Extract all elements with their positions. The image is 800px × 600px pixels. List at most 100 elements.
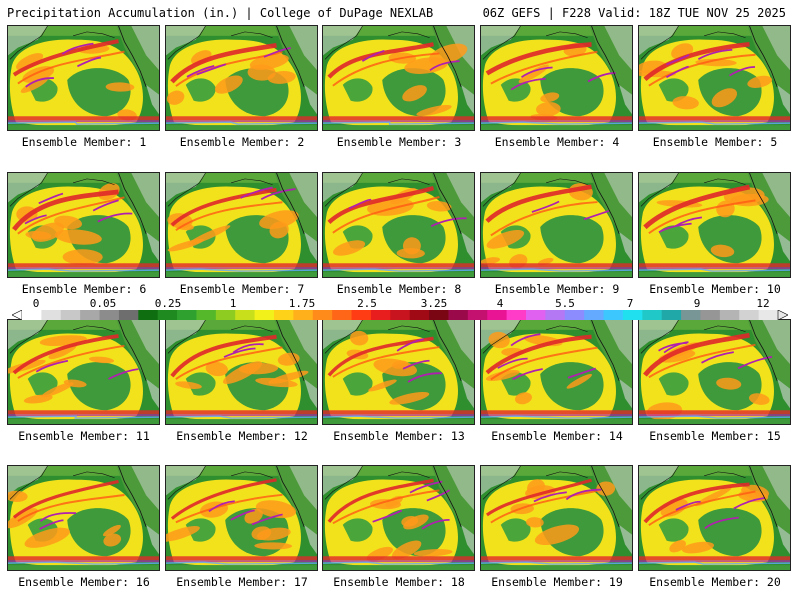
color-legend	[12, 310, 788, 320]
ensemble-panel-8	[322, 172, 475, 278]
ensemble-panel-4	[480, 25, 633, 131]
legend-color-swatch	[719, 310, 740, 320]
precip-map-8	[323, 173, 474, 277]
legend-color-swatch	[390, 310, 411, 320]
precip-map-7	[166, 173, 317, 277]
precip-map-13	[323, 320, 474, 424]
legend-value: 2.5	[357, 297, 377, 310]
precip-map-12	[166, 320, 317, 424]
legend-color-swatch	[22, 310, 42, 320]
legend-color-swatch	[526, 310, 546, 320]
ensemble-member-label: Ensemble Member: 13	[333, 429, 465, 443]
precip-map-1	[8, 26, 159, 130]
ensemble-panel-9	[480, 172, 633, 278]
ensemble-member-label: Ensemble Member: 4	[494, 135, 620, 149]
run-valid-info: 06Z GEFS | F228 Valid: 18Z TUE NOV 25 20…	[482, 6, 786, 20]
ensemble-member-label: Ensemble Member: 5	[652, 135, 778, 149]
ensemble-member-label: Ensemble Member: 10	[649, 282, 781, 296]
precip-map-4	[481, 26, 632, 130]
ensemble-member-label: Ensemble Member: 18	[333, 575, 465, 589]
precip-map-17	[166, 466, 317, 570]
legend-color-swatch	[118, 310, 139, 320]
ensemble-panel-3	[322, 25, 475, 131]
legend-color-swatch	[235, 310, 256, 320]
legend-value: 1	[229, 297, 237, 310]
ensemble-member-label: Ensemble Member: 17	[176, 575, 308, 589]
legend-color-swatch	[370, 310, 391, 320]
legend-value: 3.25	[420, 297, 448, 310]
precip-map-9	[481, 173, 632, 277]
legend-color-swatch	[177, 310, 197, 320]
ensemble-member-label: Ensemble Member: 9	[494, 282, 620, 296]
legend-color-swatch	[332, 310, 353, 320]
legend-color-swatch	[60, 310, 81, 320]
legend-color-swatch	[429, 310, 449, 320]
legend-value: 0.25	[154, 297, 182, 310]
legend-color-swatch	[603, 310, 624, 320]
ensemble-member-label: Ensemble Member: 19	[491, 575, 623, 589]
legend-color-swatch	[487, 310, 508, 320]
precip-map-15	[639, 320, 790, 424]
ensemble-member-label: Ensemble Member: 12	[176, 429, 308, 443]
legend-value: 0	[32, 297, 40, 310]
legend-color-swatch	[312, 310, 333, 320]
legend-color-swatch	[564, 310, 585, 320]
precip-map-5	[639, 26, 790, 130]
legend-arrow-right	[777, 310, 788, 320]
ensemble-panel-17	[165, 465, 318, 571]
ensemble-member-label: Ensemble Member: 16	[18, 575, 150, 589]
ensemble-member-label: Ensemble Member: 6	[21, 282, 147, 296]
ensemble-member-label: Ensemble Member: 2	[179, 135, 305, 149]
precip-map-16	[8, 466, 159, 570]
legend-value: 12	[756, 297, 770, 310]
ensemble-member-label: Ensemble Member: 14	[491, 429, 623, 443]
precip-map-3	[323, 26, 474, 130]
precip-map-20	[639, 466, 790, 570]
legend-color-swatch	[409, 310, 430, 320]
legend-color-swatch	[700, 310, 721, 320]
legend-color-swatch	[739, 310, 760, 320]
legend-value-labels: 0 0.05 0.25 1 1.75 2.5 3.25 4 5.5 7 9 12	[0, 297, 800, 310]
legend-value: 9	[693, 297, 701, 310]
precip-map-2	[166, 26, 317, 130]
legend-color-swatch	[681, 310, 701, 320]
ensemble-panel-20	[638, 465, 791, 571]
legend-color-swatch	[215, 310, 236, 320]
precip-map-10	[639, 173, 790, 277]
ensemble-member-label: Ensemble Member: 20	[649, 575, 781, 589]
ensemble-panel-1	[7, 25, 160, 131]
precip-map-11	[8, 320, 159, 424]
legend-color-swatch	[99, 310, 120, 320]
ensemble-member-label: Ensemble Member: 1	[21, 135, 147, 149]
legend-color-swatch	[584, 310, 605, 320]
ensemble-panel-7	[165, 172, 318, 278]
legend-value: 1.75	[288, 297, 316, 310]
ensemble-member-label: Ensemble Member: 3	[336, 135, 462, 149]
precip-map-6	[8, 173, 159, 277]
legend-color-swatch	[758, 310, 779, 320]
legend-color-swatch	[467, 310, 488, 320]
legend-color-swatch	[138, 310, 159, 320]
ensemble-panel-15	[638, 319, 791, 425]
legend-color-swatch	[41, 310, 62, 320]
precip-map-14	[481, 320, 632, 424]
legend-color-swatch	[80, 310, 101, 320]
ensemble-panel-2	[165, 25, 318, 131]
ensemble-panel-18	[322, 465, 475, 571]
legend-color-swatch	[157, 310, 178, 320]
legend-value: 7	[626, 297, 634, 310]
legend-color-swatch	[351, 310, 372, 320]
precip-map-19	[481, 466, 632, 570]
legend-color-swatch	[196, 310, 217, 320]
ensemble-panel-16	[7, 465, 160, 571]
legend-color-swatch	[661, 310, 682, 320]
ensemble-panel-10	[638, 172, 791, 278]
legend-color-swatch	[274, 310, 294, 320]
color-legend-bar	[12, 310, 788, 320]
product-title: Precipitation Accumulation (in.) | Colle…	[7, 6, 434, 20]
legend-color-swatch	[254, 310, 275, 320]
ensemble-panel-12	[165, 319, 318, 425]
legend-color-swatch	[642, 310, 663, 320]
ensemble-member-label: Ensemble Member: 11	[18, 429, 150, 443]
legend-color-swatch	[293, 310, 314, 320]
